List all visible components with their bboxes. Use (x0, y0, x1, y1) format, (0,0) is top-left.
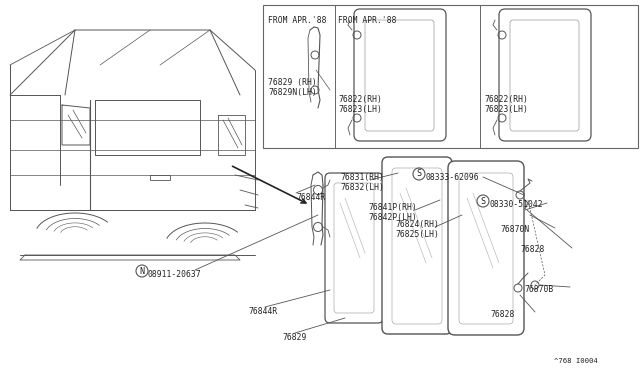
Text: 08333-62096: 08333-62096 (425, 173, 479, 182)
Text: 76841P(RH)
76842P(LH): 76841P(RH) 76842P(LH) (368, 203, 417, 222)
FancyBboxPatch shape (382, 157, 452, 334)
Text: S: S (417, 170, 422, 179)
Text: N: N (140, 266, 145, 276)
Text: 76822(RH)
76823(LH): 76822(RH) 76823(LH) (484, 95, 528, 115)
Text: FROM APR.'88: FROM APR.'88 (338, 16, 397, 25)
Text: 76822(RH)
76823(LH): 76822(RH) 76823(LH) (338, 95, 382, 115)
FancyBboxPatch shape (325, 173, 383, 323)
FancyBboxPatch shape (365, 20, 434, 131)
FancyBboxPatch shape (334, 183, 374, 313)
Text: 76829 (RH)
76829N(LH): 76829 (RH) 76829N(LH) (268, 78, 317, 97)
Text: 76824(RH)
76825(LH): 76824(RH) 76825(LH) (395, 220, 439, 240)
Text: 76828: 76828 (490, 310, 515, 319)
Text: 76844R: 76844R (248, 307, 277, 316)
FancyBboxPatch shape (510, 20, 579, 131)
Text: FROM APR.'88: FROM APR.'88 (268, 16, 326, 25)
Text: ^768 I0004: ^768 I0004 (554, 358, 598, 364)
Text: 76828: 76828 (520, 245, 545, 254)
FancyBboxPatch shape (392, 168, 442, 324)
Text: 76844R: 76844R (296, 193, 325, 202)
FancyBboxPatch shape (354, 9, 446, 141)
Text: 76829: 76829 (282, 333, 307, 342)
Text: 76870N: 76870N (500, 225, 529, 234)
FancyBboxPatch shape (499, 9, 591, 141)
Text: 08330-51042: 08330-51042 (490, 200, 543, 209)
Text: 76870B: 76870B (524, 285, 553, 294)
FancyBboxPatch shape (459, 173, 513, 324)
Text: S: S (481, 196, 486, 205)
FancyBboxPatch shape (448, 161, 524, 335)
Text: 76831(RH)
76832(LH): 76831(RH) 76832(LH) (340, 173, 384, 192)
Text: 08911-20637: 08911-20637 (148, 270, 202, 279)
Bar (263, 5, 638, 148)
